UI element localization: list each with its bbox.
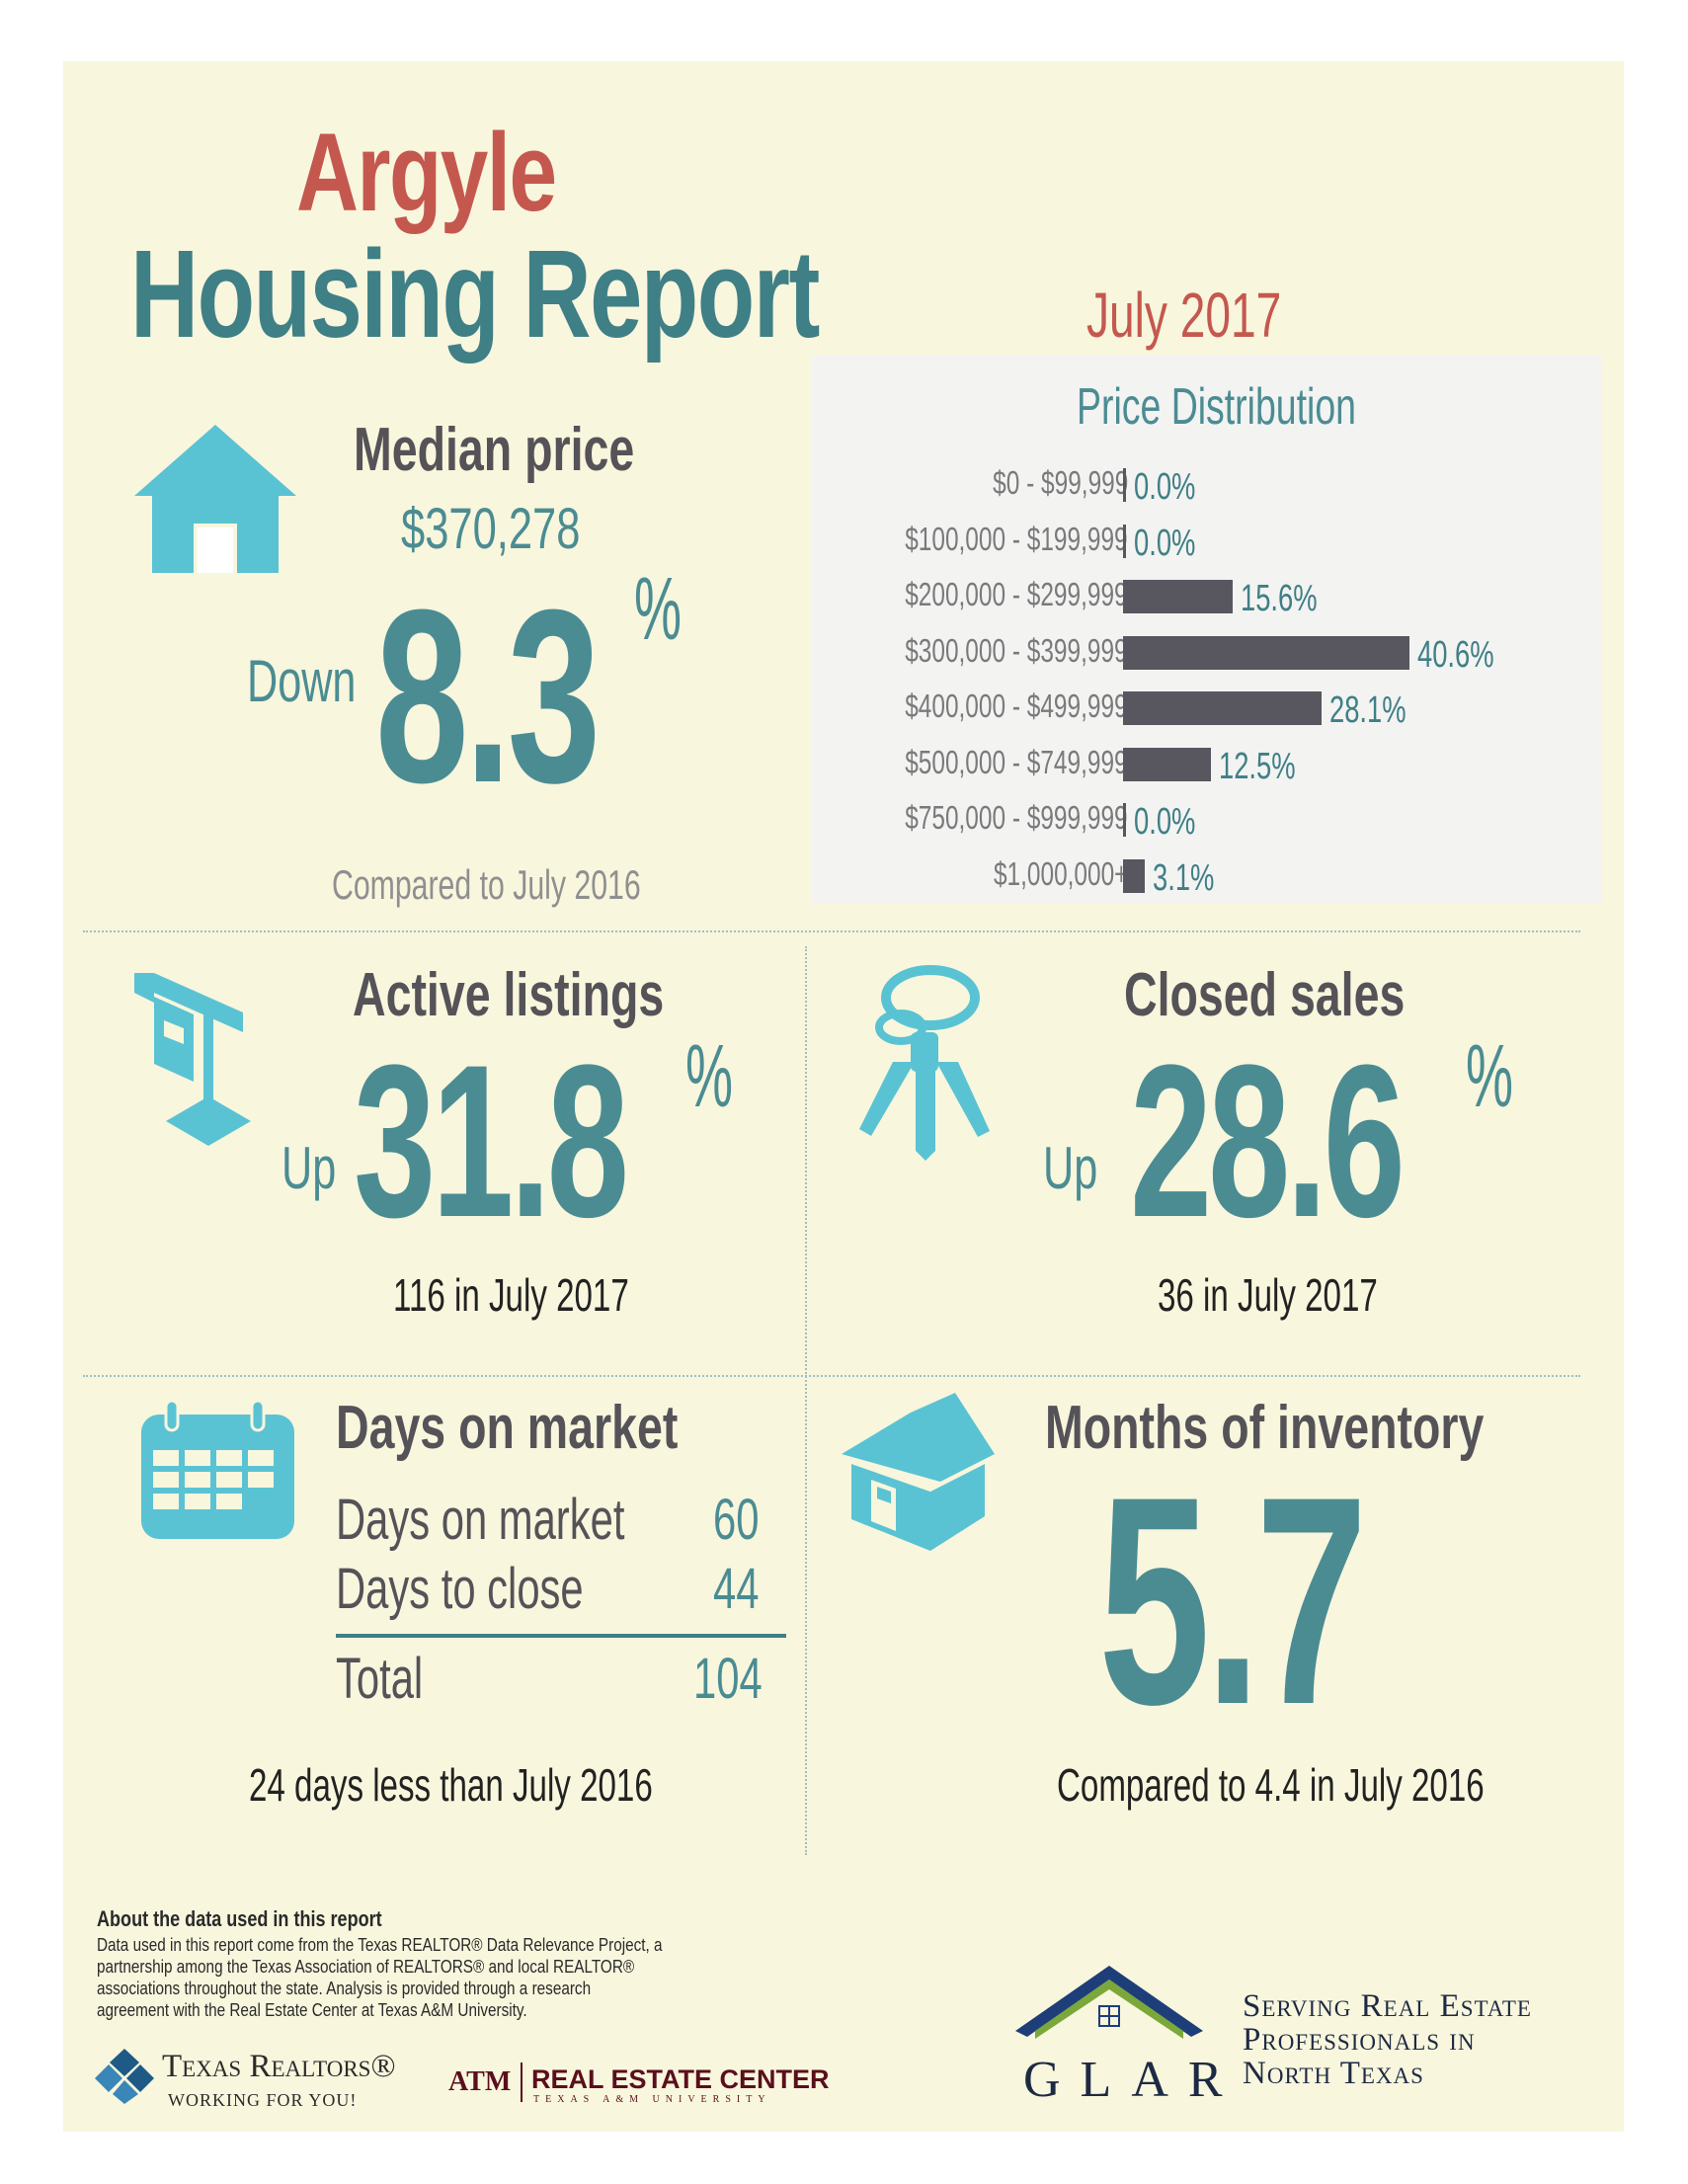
- about-line: associations throughout the state. Analy…: [97, 1979, 592, 1998]
- closed-sales-note: 36 in July 2017: [1158, 1269, 1378, 1321]
- price-row: $300,000 - $399,999 40.6%: [812, 631, 1602, 676]
- price-bar: [1123, 580, 1234, 613]
- closed-sales-change: 28.6: [1130, 1019, 1406, 1262]
- price-bar: [1123, 858, 1146, 893]
- price-bar: [1123, 691, 1322, 725]
- texas-realtors-logo: [95, 2049, 154, 2104]
- price-range-label: $750,000 - $999,999: [905, 799, 1128, 836]
- days-to-close-row-value: 44: [713, 1557, 760, 1621]
- price-bar-value: 40.6%: [1417, 633, 1494, 676]
- closed-sales-direction: Up: [1043, 1135, 1098, 1201]
- days-total-value: 104: [693, 1647, 763, 1711]
- keys-icon: [851, 963, 995, 1161]
- price-bar: [1123, 803, 1126, 837]
- price-row: $500,000 - $749,999 12.5%: [812, 743, 1602, 787]
- price-distribution-panel: Price Distribution $0 - $99,999 0.0% $100,…: [812, 356, 1602, 904]
- months-inventory-note: Compared to 4.4 in July 2016: [1057, 1759, 1485, 1811]
- calendar-icon: [141, 1399, 294, 1539]
- glar-name: GLAR: [1023, 2052, 1243, 2108]
- about-title: About the data used in this report: [97, 1906, 382, 1931]
- days-on-market-row-label: Days on market: [336, 1488, 625, 1552]
- days-total-rule: [336, 1634, 786, 1638]
- median-price-value: $370,278: [401, 497, 581, 561]
- for-sale-sign-icon: [134, 973, 253, 1146]
- price-bar-value: 28.1%: [1328, 689, 1407, 731]
- price-row: $0 - $99,999 0.0%: [812, 464, 1602, 508]
- price-range-label: $200,000 - $299,999: [905, 576, 1128, 612]
- active-listings-label: Active listings: [353, 961, 665, 1029]
- price-range-label: $1,000,000+: [993, 854, 1128, 892]
- active-listings-direction: Up: [281, 1135, 337, 1201]
- divider-middle: [83, 1375, 1580, 1377]
- median-price-label: Median price: [354, 416, 635, 484]
- house-3d-icon: [842, 1393, 995, 1551]
- price-row: $1,000,000+ 3.1%: [812, 854, 1602, 899]
- real-estate-center-sub: TEXAS A&M UNIVERSITY: [533, 2094, 771, 2105]
- atm-logo: ATM: [448, 2066, 512, 2097]
- median-price-change: 8.3: [375, 558, 601, 834]
- about-line: Data used in this report come from the T…: [97, 1935, 663, 1955]
- days-on-market-title: Days on market: [336, 1394, 679, 1462]
- days-to-close-row-label: Days to close: [336, 1557, 584, 1621]
- glar-tagline-line: North Texas: [1243, 2056, 1424, 2091]
- price-bar: [1123, 468, 1126, 502]
- price-bar-value: 12.5%: [1219, 745, 1296, 787]
- price-row: $100,000 - $199,999 0.0%: [812, 520, 1602, 564]
- price-bar-value: 0.0%: [1134, 466, 1196, 508]
- about-line: agreement with the Real Estate Center at…: [97, 2000, 527, 2020]
- texas-realtors-tagline: WORKING FOR YOU!: [168, 2090, 358, 2110]
- price-row: $400,000 - $499,999 28.1%: [812, 688, 1602, 731]
- price-distribution-title: Price Distribution: [1077, 378, 1356, 436]
- price-row: $200,000 - $299,999 15.6%: [812, 576, 1602, 619]
- real-estate-center-name: REAL ESTATE CENTER: [531, 2064, 830, 2094]
- price-bar: [1123, 635, 1409, 670]
- city-title: Argyle: [296, 111, 557, 234]
- days-on-market-note: 24 days less than July 2016: [249, 1759, 653, 1811]
- median-price-note: Compared to July 2016: [332, 861, 641, 908]
- texas-realtors-name: Texas Realtors®: [162, 2049, 396, 2084]
- price-bar-value: 0.0%: [1134, 522, 1196, 564]
- price-range-label: $100,000 - $199,999: [905, 520, 1128, 557]
- days-total-label: Total: [336, 1647, 424, 1711]
- price-row: $750,000 - $999,999 0.0%: [812, 799, 1602, 843]
- price-bar-value: 15.6%: [1241, 578, 1319, 619]
- glar-tagline-line: Professionals in: [1243, 2022, 1476, 2058]
- divider-vertical: [805, 946, 807, 1855]
- median-price-direction: Down: [247, 648, 357, 714]
- active-listings-note: 116 in July 2017: [393, 1269, 629, 1321]
- glar-roof-icon: [1015, 1966, 1203, 2055]
- glar-tagline-line: Serving Real Estate: [1243, 1988, 1532, 2024]
- glar-tagline: Serving Real Estate Professionals in Nor…: [1243, 1989, 1532, 2090]
- median-price-percent: %: [634, 560, 683, 659]
- closed-sales-percent: %: [1466, 1027, 1514, 1126]
- price-range-label: $300,000 - $399,999: [905, 631, 1128, 669]
- active-listings-change: 31.8: [354, 1019, 629, 1262]
- price-bar: [1123, 747, 1212, 781]
- about-line: partnership among the Texas Association …: [97, 1957, 635, 1977]
- logo-separator: [521, 2063, 522, 2102]
- report-title: Housing Report: [130, 224, 820, 364]
- report-period: July 2017: [1086, 280, 1282, 351]
- price-range-label: $500,000 - $749,999: [905, 743, 1128, 780]
- months-inventory-value: 5.7: [1098, 1434, 1368, 1766]
- closed-sales-label: Closed sales: [1124, 961, 1406, 1029]
- price-bar: [1123, 524, 1126, 558]
- price-bar-value: 0.0%: [1134, 801, 1196, 843]
- about-text: Data used in this report come from the T…: [97, 1934, 847, 2021]
- months-inventory-label: Months of inventory: [1045, 1394, 1485, 1462]
- active-listings-percent: %: [685, 1027, 734, 1126]
- price-bar-value: 3.1%: [1153, 856, 1215, 899]
- days-on-market-row-value: 60: [713, 1488, 760, 1552]
- price-range-label: $0 - $99,999: [992, 464, 1128, 501]
- price-range-label: $400,000 - $499,999: [905, 688, 1128, 724]
- divider-top: [83, 930, 1580, 932]
- house-icon: [134, 425, 296, 573]
